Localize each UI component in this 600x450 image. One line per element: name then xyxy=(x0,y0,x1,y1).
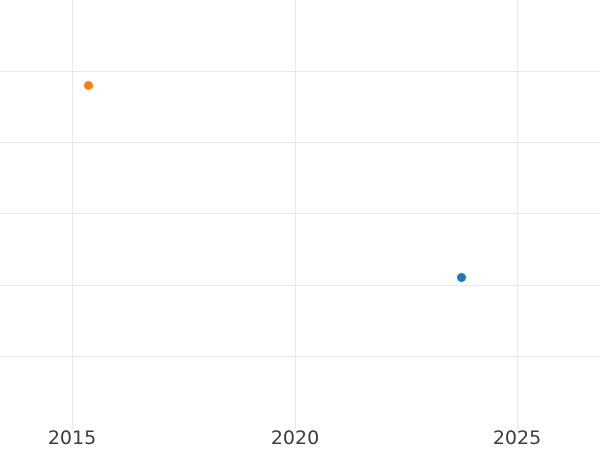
horizontal-gridline xyxy=(0,213,600,215)
x-tick-label: 2025 xyxy=(492,427,542,449)
horizontal-gridline xyxy=(0,355,600,357)
horizontal-gridline xyxy=(0,70,600,72)
vertical-gridline xyxy=(71,0,73,429)
blue-series-point xyxy=(456,272,466,282)
horizontal-gridline xyxy=(0,141,600,143)
x-tick-label: 2015 xyxy=(47,427,97,449)
orange-series-point xyxy=(83,80,93,90)
x-tick-label: 2020 xyxy=(270,427,320,449)
horizontal-gridline xyxy=(0,284,600,286)
vertical-gridline xyxy=(516,0,518,429)
vertical-gridline xyxy=(294,0,296,429)
